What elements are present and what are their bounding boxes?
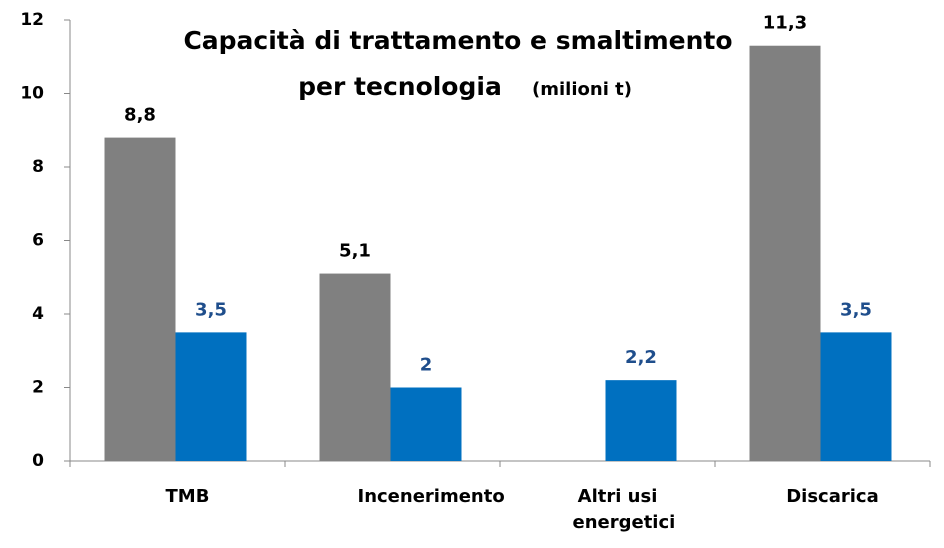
chart-unit: (milioni t)	[532, 79, 632, 100]
y-tick-label: 0	[32, 451, 44, 471]
x-tick-label: Discarica	[786, 486, 879, 507]
y-tick-label: 12	[20, 10, 44, 30]
value-label: 3,5	[195, 299, 227, 320]
value-label: 11,3	[763, 13, 807, 34]
value-label: 2,2	[625, 347, 657, 368]
y-tick-label: 8	[32, 157, 44, 177]
value-label: 8,8	[124, 105, 156, 126]
bar	[820, 332, 892, 461]
x-tick-label: Altri usi energetici	[572, 486, 676, 533]
x-tick-label: TMB	[165, 486, 210, 507]
chart-title: per tecnologia	[298, 72, 502, 101]
value-label: 3,5	[840, 299, 872, 320]
value-label: 2	[420, 355, 433, 376]
y-tick-label: 4	[32, 304, 44, 324]
chart-title: Capacità di trattamento e smaltimento	[183, 26, 732, 55]
bar	[749, 45, 821, 461]
value-label: 5,1	[339, 241, 371, 262]
bar	[390, 387, 462, 461]
bar	[605, 380, 677, 461]
y-tick-label: 10	[20, 84, 44, 104]
bar	[104, 137, 176, 461]
bar	[175, 332, 247, 461]
x-tick-label: Incenerimento	[357, 486, 505, 507]
bar	[319, 273, 391, 461]
y-tick-label: 2	[32, 378, 44, 398]
y-tick-label: 6	[32, 231, 44, 251]
